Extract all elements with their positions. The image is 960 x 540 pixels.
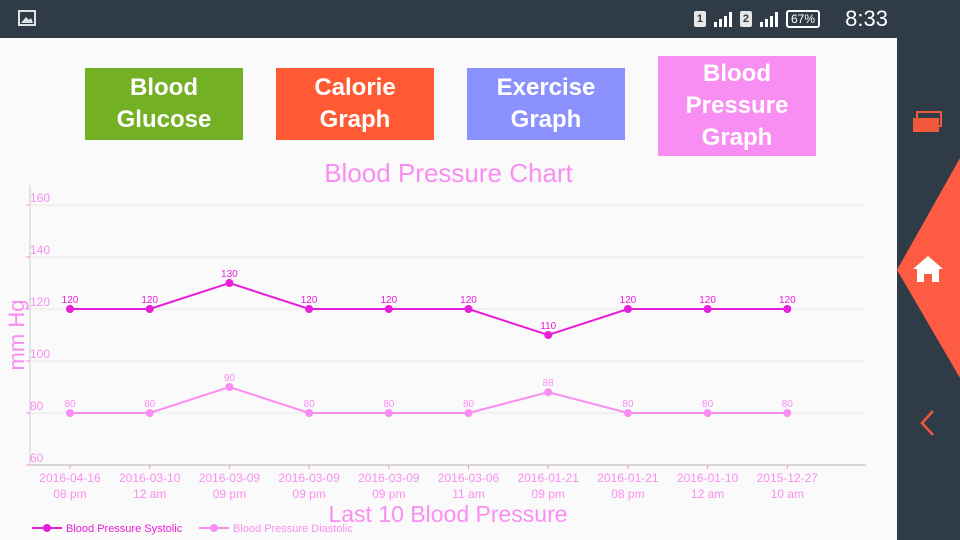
y-tick-label: 120 bbox=[30, 295, 50, 309]
x-tick-label-time: 08 pm bbox=[53, 487, 86, 501]
status-bar: 1 2 67% 8:33 bbox=[0, 0, 960, 38]
y-tick-label: 80 bbox=[30, 399, 44, 413]
data-point bbox=[623, 305, 632, 313]
blood-pressure-graph-label: Blood Pressure Graph bbox=[685, 60, 789, 151]
blood-pressure-chart: 60 80 100 120 140 160 2016-04-16 08 pm 2016-03-1… bbox=[4, 185, 866, 535]
data-point bbox=[66, 305, 74, 313]
blood-glucose-button[interactable]: Blood Glucose bbox=[85, 68, 243, 140]
x-tick-label-time: 10 am bbox=[771, 487, 804, 501]
data-point bbox=[544, 331, 553, 339]
data-label: 80 bbox=[144, 399, 156, 410]
y-axis-label: mm Hg bbox=[4, 300, 29, 371]
sim1-icon: 1 bbox=[693, 11, 706, 27]
legend-swatch-point bbox=[210, 524, 218, 532]
x-tick-label-time: 09 pm bbox=[532, 487, 565, 501]
data-point bbox=[623, 409, 632, 417]
data-point bbox=[703, 409, 712, 417]
y-tick-label: 100 bbox=[30, 347, 50, 361]
data-label: 88 bbox=[543, 378, 555, 389]
x-tick-label-time: 09 pm bbox=[292, 487, 325, 501]
x-axis-label: Last 10 Blood Pressure bbox=[328, 501, 567, 527]
data-point bbox=[703, 305, 712, 313]
data-label: 120 bbox=[62, 295, 79, 306]
legend-label: Blood Pressure Systolic bbox=[66, 523, 183, 535]
data-point bbox=[464, 409, 473, 417]
data-label: 120 bbox=[141, 295, 158, 306]
calorie-graph-label: Calorie Graph bbox=[314, 74, 396, 133]
x-tick-label-date: 2016-03-10 bbox=[119, 471, 181, 485]
data-label: 120 bbox=[699, 295, 716, 306]
x-tick-label-date: 2016-01-10 bbox=[677, 471, 739, 485]
data-point bbox=[783, 409, 792, 417]
back-icon[interactable] bbox=[917, 408, 941, 438]
data-point bbox=[305, 305, 314, 313]
sim2-icon: 2 bbox=[739, 11, 752, 27]
data-label: 120 bbox=[620, 295, 637, 306]
navigation-rail bbox=[897, 38, 960, 540]
data-label: 80 bbox=[383, 399, 395, 410]
data-label: 120 bbox=[779, 295, 796, 306]
legend-swatch-point bbox=[43, 524, 51, 532]
x-tick-label-date: 2016-03-09 bbox=[358, 471, 420, 485]
data-label: 130 bbox=[221, 269, 238, 280]
home-icon[interactable] bbox=[911, 254, 945, 284]
data-point bbox=[305, 409, 314, 417]
data-point bbox=[544, 388, 553, 397]
x-tick-label-date: 2016-04-16 bbox=[39, 471, 101, 485]
calorie-graph-button[interactable]: Calorie Graph bbox=[276, 68, 434, 140]
x-tick-label-time: 11 am bbox=[452, 487, 484, 501]
x-tick-label-date: 2016-01-21 bbox=[518, 471, 580, 485]
x-tick-label-time: 09 pm bbox=[372, 487, 405, 501]
y-tick-label: 140 bbox=[30, 243, 50, 257]
data-label: 120 bbox=[460, 295, 477, 306]
data-point bbox=[384, 409, 393, 417]
y-tick-label: 60 bbox=[30, 451, 44, 465]
x-tick-label-date: 2016-01-21 bbox=[597, 471, 659, 485]
series-line-systolic bbox=[70, 281, 788, 337]
clock: 8:33 bbox=[845, 6, 888, 31]
chart-title: Blood Pressure Chart bbox=[324, 158, 573, 188]
data-point bbox=[384, 305, 393, 313]
legend-label: Blood Pressure Diastolic bbox=[233, 523, 353, 535]
battery-indicator: 67% bbox=[785, 10, 820, 28]
exercise-graph-button[interactable]: Exercise Graph bbox=[467, 68, 625, 140]
x-tick-label-date: 2016-03-06 bbox=[438, 471, 500, 485]
x-tick-label-date: 2015-12-27 bbox=[757, 471, 819, 485]
blood-glucose-label: Blood Glucose bbox=[116, 74, 212, 133]
data-label: 120 bbox=[380, 295, 397, 306]
x-tick-label-date: 2016-03-09 bbox=[199, 471, 261, 485]
gallery-notification-icon bbox=[18, 10, 36, 26]
data-point bbox=[783, 305, 792, 313]
signal2-icon bbox=[759, 11, 778, 27]
x-tick-label-time: 08 pm bbox=[611, 487, 644, 501]
data-label: 80 bbox=[64, 399, 76, 410]
data-point bbox=[145, 409, 154, 417]
x-tick-label-time: 12 am bbox=[133, 487, 166, 501]
data-label: 80 bbox=[304, 399, 316, 410]
data-label: 110 bbox=[540, 321, 556, 332]
data-label: 80 bbox=[463, 399, 475, 410]
x-tick-label-date: 2016-03-09 bbox=[278, 471, 340, 485]
signal1-icon bbox=[713, 11, 732, 27]
x-tick-label-time: 12 am bbox=[691, 487, 724, 501]
data-point bbox=[145, 305, 154, 313]
x-tick-label-time: 09 pm bbox=[213, 487, 246, 501]
data-label: 80 bbox=[622, 399, 634, 410]
data-label: 90 bbox=[224, 373, 236, 384]
blood-pressure-graph-button[interactable]: Blood Pressure Graph bbox=[658, 56, 816, 156]
data-label: 80 bbox=[702, 399, 714, 410]
recent-apps-icon[interactable] bbox=[911, 110, 945, 134]
exercise-graph-label: Exercise Graph bbox=[496, 74, 596, 133]
data-point bbox=[66, 409, 74, 417]
data-label: 120 bbox=[301, 295, 318, 306]
data-point bbox=[464, 305, 473, 313]
series-line-diastolic bbox=[70, 385, 788, 414]
y-tick-label: 160 bbox=[30, 191, 50, 205]
data-point bbox=[225, 279, 234, 287]
data-label: 80 bbox=[782, 399, 794, 410]
data-point bbox=[225, 383, 234, 391]
